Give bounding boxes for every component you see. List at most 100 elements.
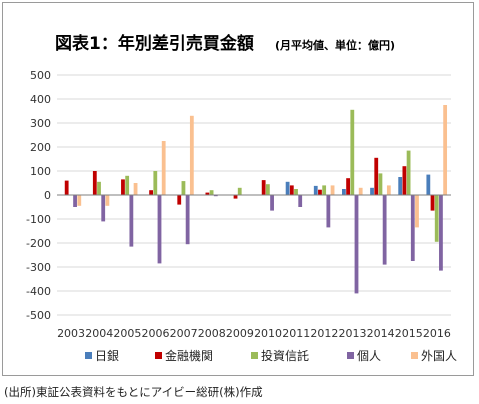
y-tick-label: -100 <box>26 213 51 226</box>
y-tick-label: -300 <box>26 261 51 274</box>
bar-2014-series-1 <box>374 157 379 195</box>
bar-2006-series-3 <box>157 195 162 264</box>
y-tick-label: 0 <box>44 189 51 202</box>
bar-2005-series-3 <box>129 195 134 247</box>
x-tick-label: 2009 <box>226 327 254 340</box>
legend: 日銀 金融機関 投資信託 個人 外国人 <box>85 348 457 363</box>
bar-2014-series-3 <box>382 195 387 265</box>
bar-2010-series-2 <box>265 184 270 195</box>
bar-2016-series-0 <box>426 174 431 195</box>
chart-subtitle: (月平均値、単位：億円) <box>275 38 395 52</box>
legend-item-3: 個人 <box>347 349 381 363</box>
legend-label: 日銀 <box>95 349 119 363</box>
legend-label: 外国人 <box>421 349 457 363</box>
x-tick-label: 2016 <box>423 327 451 340</box>
y-tick-label: 100 <box>30 165 51 178</box>
y-tick-label: 200 <box>30 141 51 154</box>
legend-label: 金融機関 <box>165 348 213 363</box>
y-tick-label: 300 <box>30 117 51 130</box>
bar-2011-series-2 <box>294 189 298 195</box>
bar-2003-series-4 <box>77 195 82 206</box>
source-note: (出所)東証公表資料をもとにアイビー総研(株)作成 <box>4 385 263 399</box>
legend-swatch <box>251 352 258 359</box>
x-tick-label: 2010 <box>254 327 282 340</box>
bar-2016-series-3 <box>439 195 443 271</box>
y-tick-label: 500 <box>30 69 51 82</box>
bar-2003-series-3 <box>73 195 77 207</box>
bar-2004-series-4 <box>105 195 110 206</box>
x-axis-ticks: 2003 2004 2005 2006 2007 2008 2009 2010 2011 2012… <box>57 327 451 340</box>
y-tick-label: -200 <box>26 237 51 250</box>
bar-2012-series-3 <box>326 195 331 228</box>
bar-2011-series-3 <box>298 195 303 207</box>
legend-swatch <box>347 352 354 359</box>
bar-2015-series-0 <box>398 177 403 195</box>
legend-swatch <box>411 352 418 359</box>
legend-item-2: 投資信託 <box>251 348 309 363</box>
bar-2014-series-2 <box>378 173 383 195</box>
bar-2015-series-1 <box>402 166 407 195</box>
bar-2007-series-4 <box>189 115 194 195</box>
bar-2004-series-3 <box>101 195 106 222</box>
x-tick-label: 2005 <box>113 327 141 340</box>
bar-2016-series-4 <box>443 105 448 195</box>
bar-2004-series-1 <box>92 171 97 195</box>
bar-2013-series-4 <box>358 187 363 195</box>
bar-2015-series-2 <box>406 150 411 195</box>
x-tick-label: 2008 <box>198 327 226 340</box>
bar-2014-series-0 <box>370 187 374 195</box>
legend-label: 個人 <box>357 349 381 363</box>
bar-2013-series-2 <box>350 109 355 195</box>
y-axis-ticks: 500 400 300 200 100 0 -100 -200 -300 -400 -500 <box>26 69 51 322</box>
bar-2012-series-4 <box>330 185 335 195</box>
x-tick-label: 2013 <box>339 327 367 340</box>
x-tick-label: 2003 <box>57 327 85 340</box>
bar-2008-series-1 <box>205 192 210 195</box>
bar-2013-series-1 <box>346 178 350 195</box>
y-tick-label: -500 <box>26 309 51 322</box>
bar-2012-series-2 <box>322 185 327 195</box>
bar-2006-series-4 <box>161 141 166 195</box>
bar-2012-series-0 <box>313 185 318 195</box>
bar-2008-series-2 <box>209 190 214 195</box>
bar-2005-series-2 <box>125 175 130 195</box>
bar-2012-series-1 <box>318 189 322 195</box>
bar-2009-series-2 <box>237 187 242 195</box>
legend-swatch <box>155 352 162 359</box>
bar-2013-series-0 <box>342 189 346 195</box>
x-tick-label: 2006 <box>142 327 170 340</box>
bar-2005-series-1 <box>121 179 125 195</box>
legend-label: 投資信託 <box>261 348 309 363</box>
bars <box>64 105 448 294</box>
chart-frame: 図表1：年別差引売買金額 (月平均値、単位：億円) 500 400 300 200 10… <box>2 2 474 376</box>
bar-2007-series-1 <box>177 195 182 205</box>
bar-2006-series-1 <box>149 190 153 195</box>
x-tick-label: 2014 <box>367 327 395 340</box>
legend-item-1: 金融機関 <box>155 348 213 363</box>
bar-2010-series-3 <box>270 195 274 211</box>
chart-canvas: 図表1：年別差引売買金額 (月平均値、単位：億円) 500 400 300 200 10… <box>26 33 457 363</box>
bar-2007-series-2 <box>181 181 186 195</box>
legend-swatch <box>85 352 92 359</box>
bar-2016-series-2 <box>434 195 439 242</box>
bar-2007-series-3 <box>185 195 190 245</box>
y-tick-label: -400 <box>26 285 51 298</box>
bar-2013-series-3 <box>354 195 359 294</box>
chart-title: 図表1：年別差引売買金額 <box>55 33 254 54</box>
bar-2008-series-3 <box>213 195 218 197</box>
x-tick-label: 2011 <box>282 327 310 340</box>
x-tick-label: 2012 <box>310 327 338 340</box>
x-tick-label: 2015 <box>395 327 423 340</box>
x-tick-label: 2004 <box>85 327 113 340</box>
bar-2016-series-1 <box>430 195 435 211</box>
bar-2005-series-4 <box>133 183 138 195</box>
x-tick-label: 2007 <box>170 327 198 340</box>
legend-item-0: 日銀 <box>85 349 119 363</box>
bar-2010-series-1 <box>261 180 266 195</box>
bar-2015-series-3 <box>410 195 415 261</box>
y-tick-label: 400 <box>30 93 51 106</box>
bar-2003-series-1 <box>64 180 69 195</box>
bar-2009-series-1 <box>233 195 238 199</box>
bar-2015-series-4 <box>415 195 419 228</box>
bar-2014-series-4 <box>386 185 391 195</box>
